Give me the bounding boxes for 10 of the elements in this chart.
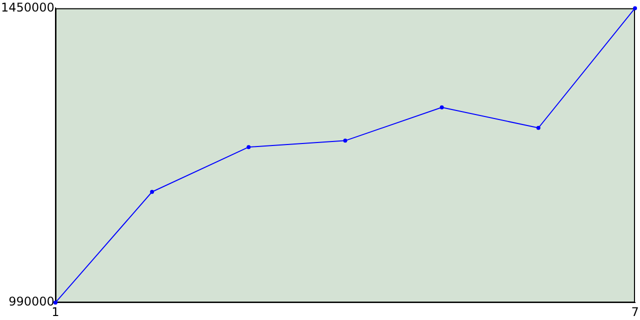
point: [440, 105, 444, 110]
point: [343, 138, 348, 143]
y-tick-label: 990000: [8, 294, 54, 309]
point: [246, 145, 251, 150]
x-tick-label: 7: [631, 304, 639, 319]
y-tick-label: 1450000: [0, 0, 54, 14]
point: [633, 6, 637, 10]
x-tick-label: 1: [52, 304, 60, 319]
point: [150, 190, 154, 194]
point: [536, 126, 540, 130]
